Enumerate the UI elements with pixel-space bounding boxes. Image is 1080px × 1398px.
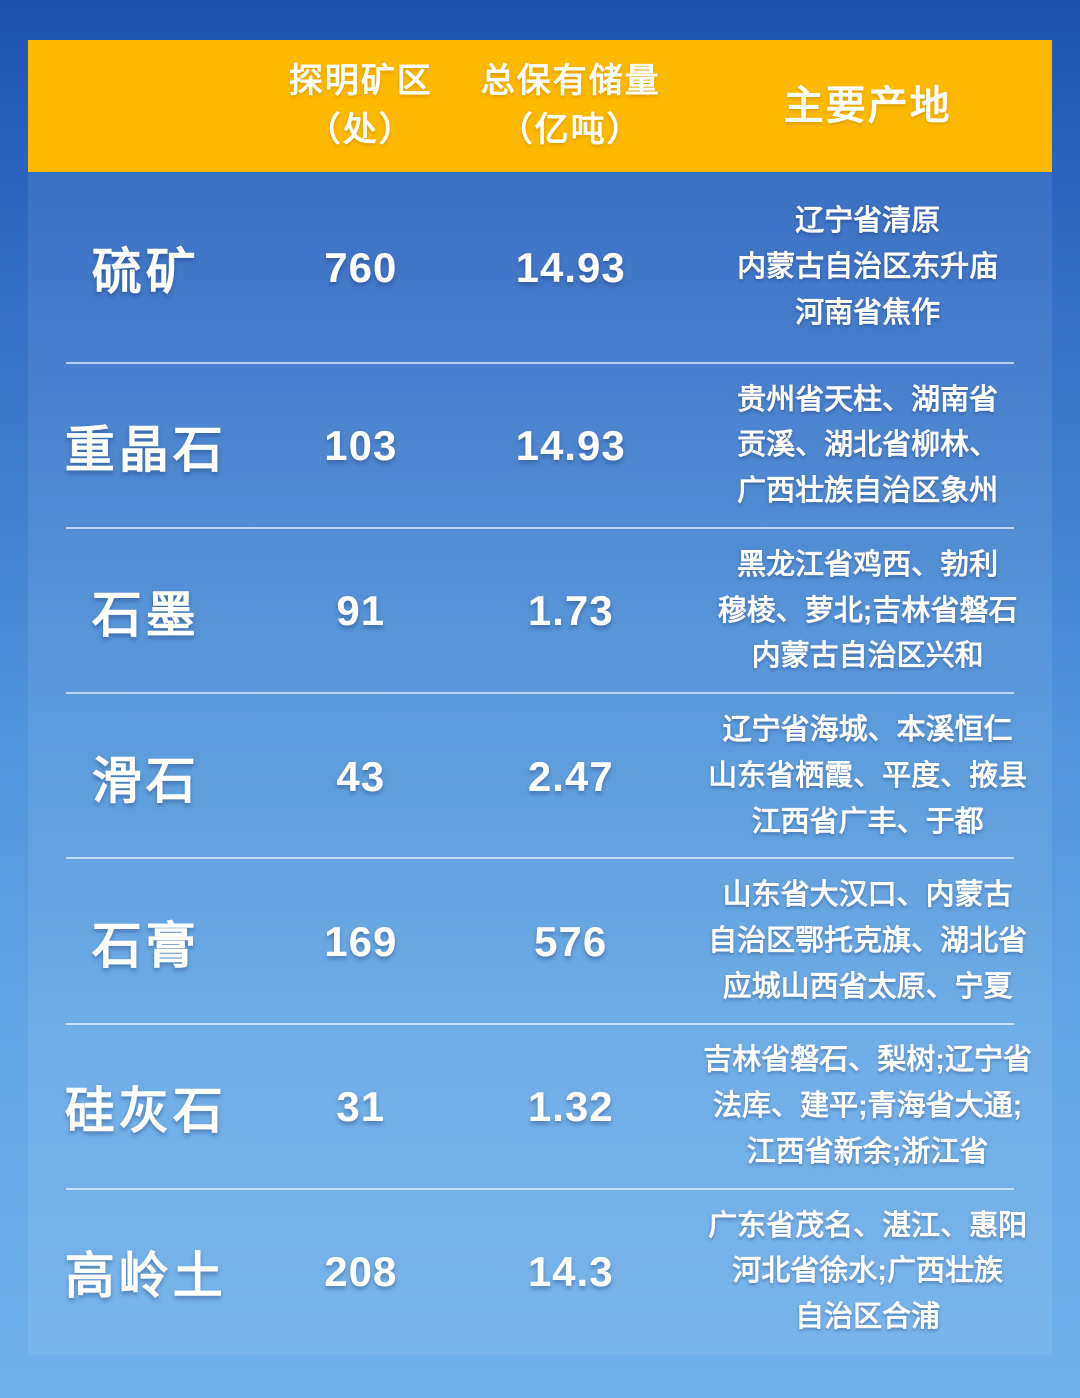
header-mining-areas-line2: （处） (306, 111, 415, 149)
locations-text: 黑龙江省鸡西、勃利 穆棱、萝北;吉林省磐石 内蒙古自治区兴和 (683, 543, 1052, 680)
header-reserves-column: 总保有储量 （亿吨） (458, 57, 683, 156)
location-line: 山东省大汉口、内蒙古 (722, 879, 1013, 912)
location-line: 广西壮族自治区象州 (737, 475, 999, 508)
mineral-name: 硫矿 (91, 243, 200, 300)
location-line: 法库、建平;青海省大通; (712, 1090, 1023, 1123)
mineral-name: 滑石 (91, 752, 200, 809)
location-line: 自治区合浦 (795, 1301, 941, 1334)
table-row: 硫矿 760 14.93 辽宁省清原内蒙古自治区东升庙 河南省焦作 (28, 172, 1052, 364)
location-line: 河北省徐水;广西壮族 (732, 1255, 1003, 1288)
table-row: 高岭土 208 14.3 广东省茂名、湛江、惠阳 河北省徐水;广西壮族 自治区合浦 (28, 1190, 1052, 1355)
header-mining-areas-column: 探明矿区 （处） (264, 57, 459, 156)
location-line: 应城山西省太原、宁夏 (722, 970, 1013, 1003)
mining-areas-value: 91 (336, 587, 386, 635)
mining-areas-value: 43 (336, 752, 386, 800)
reserves-value: 14.3 (527, 1248, 614, 1296)
location-line: 河南省焦作 (795, 296, 941, 329)
locations-text: 山东省大汉口、内蒙古 自治区鄂托克旗、湖北省 应城山西省太原、宁夏 (683, 873, 1052, 1010)
table-row: 石膏 169 576 山东省大汉口、内蒙古 自治区鄂托克旗、湖北省 应城山西省太原、… (28, 859, 1052, 1025)
mining-areas-value: 208 (324, 1248, 398, 1296)
table-header: 探明矿区 （处） 总保有储量 （亿吨） 主要产地 (28, 40, 1052, 172)
mineral-table-panel: 探明矿区 （处） 总保有储量 （亿吨） 主要产地 硫矿 760 14.93 辽宁… (28, 40, 1052, 1355)
locations-text: 吉林省磐石、梨树;辽宁省 法库、建平;青海省大通; 江西省新余;浙江省 (683, 1038, 1052, 1175)
header-reserves-line2: （亿吨） (498, 111, 643, 149)
mineral-name: 重晶石 (64, 422, 227, 479)
reserves-value: 14.93 (515, 243, 626, 291)
mineral-name: 石墨 (91, 587, 200, 644)
table-row: 滑石 43 2.47 辽宁省海城、本溪恒仁 山东省栖霞、平度、掖县 江西省广丰、于都 (28, 694, 1052, 860)
mineral-name: 高岭土 (64, 1248, 227, 1305)
location-line: 内蒙古自治区兴和 (751, 640, 984, 673)
location-line: 贡溪、湖北省柳林、 (737, 429, 999, 462)
mining-areas-value: 31 (336, 1083, 386, 1131)
location-line: 广东省茂名、湛江、惠阳 (708, 1209, 1028, 1242)
locations-text: 辽宁省清原内蒙古自治区东升庙 河南省焦作 (683, 199, 1052, 336)
location-line: 贵州省天柱、湖南省 (737, 383, 999, 416)
mining-areas-value: 103 (324, 422, 398, 470)
location-line: 吉林省磐石、梨树;辽宁省 (703, 1044, 1032, 1077)
location-line: 自治区鄂托克旗、湖北省 (708, 925, 1028, 958)
reserves-value: 1.73 (527, 587, 614, 635)
mineral-name: 硅灰石 (64, 1083, 227, 1140)
reserves-value: 1.32 (527, 1083, 614, 1131)
location-line: 辽宁省清原 (795, 205, 941, 238)
location-line: 穆棱、萝北;吉林省磐石 (717, 594, 1018, 627)
reserves-value: 576 (534, 917, 608, 965)
table-row: 石墨 91 1.73 黑龙江省鸡西、勃利 穆棱、萝北;吉林省磐石 内蒙古自治区兴和 (28, 529, 1052, 695)
table-row: 硅灰石 31 1.32 吉林省磐石、梨树;辽宁省 法库、建平;青海省大通; 江西省新… (28, 1025, 1052, 1190)
locations-text: 广东省茂名、湛江、惠阳 河北省徐水;广西壮族 自治区合浦 (683, 1204, 1052, 1341)
location-line: 辽宁省海城、本溪恒仁 (722, 713, 1013, 746)
mining-areas-value: 760 (324, 243, 398, 291)
locations-text: 贵州省天柱、湖南省 贡溪、湖北省柳林、 广西壮族自治区象州 (683, 378, 1052, 515)
location-line: 黑龙江省鸡西、勃利 (737, 548, 999, 581)
mineral-name: 石膏 (91, 917, 200, 974)
table-row: 重晶石 103 14.93 贵州省天柱、湖南省 贡溪、湖北省柳林、 广西壮族自治区象… (28, 364, 1052, 530)
mining-areas-value: 169 (324, 917, 398, 965)
reserves-value: 2.47 (527, 752, 614, 800)
location-line: 江西省新余;浙江省 (746, 1136, 989, 1169)
location-line: 内蒙古自治区东升庙 (737, 250, 999, 283)
location-line: 山东省栖霞、平度、掖县 (708, 759, 1028, 792)
header-reserves-line1: 总保有储量 (480, 61, 661, 100)
header-locations-column: 主要产地 (783, 84, 952, 128)
table-body: 硫矿 760 14.93 辽宁省清原内蒙古自治区东升庙 河南省焦作 重晶石 103… (28, 172, 1052, 1355)
header-mining-areas-line1: 探明矿区 (288, 61, 433, 100)
reserves-value: 14.93 (515, 422, 626, 470)
locations-text: 辽宁省海城、本溪恒仁 山东省栖霞、平度、掖县 江西省广丰、于都 (683, 708, 1052, 845)
location-line: 江西省广丰、于都 (751, 805, 984, 838)
